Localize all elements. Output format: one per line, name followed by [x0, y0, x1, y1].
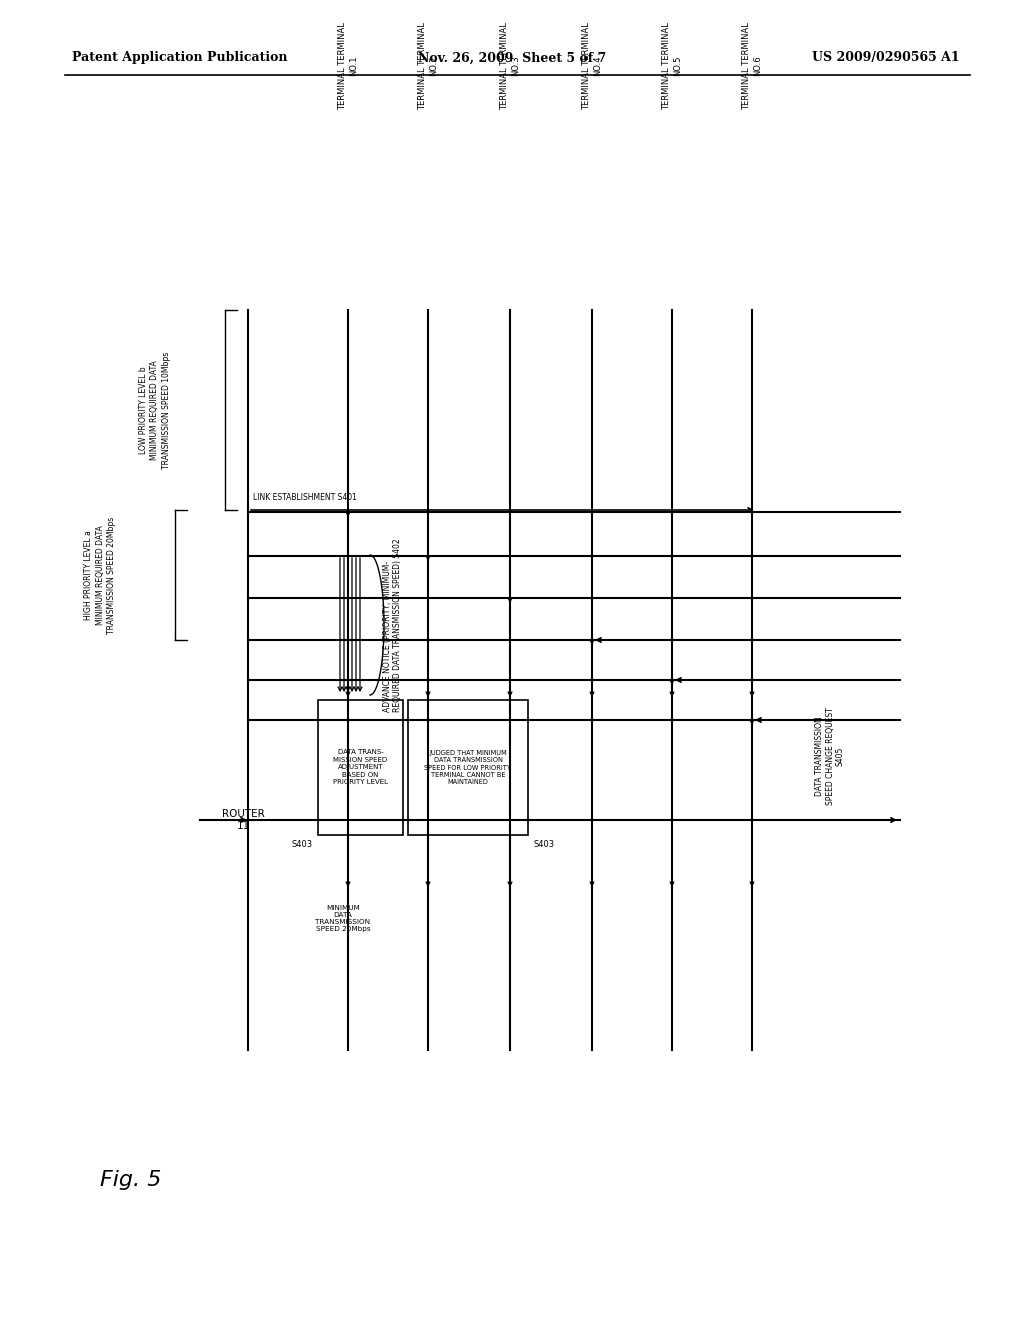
Text: Nov. 26, 2009  Sheet 5 of 7: Nov. 26, 2009 Sheet 5 of 7 — [418, 51, 606, 65]
Text: S403: S403 — [292, 840, 313, 849]
Text: LINK ESTABLISHMENT S401: LINK ESTABLISHMENT S401 — [253, 492, 357, 502]
Text: Fig. 5: Fig. 5 — [100, 1170, 162, 1191]
Bar — [318, 700, 403, 836]
Text: TERMINAL TERMINAL
NO.4: TERMINAL TERMINAL NO.4 — [582, 22, 602, 110]
Text: MINIMUM
DATA
TRANSMISSION
SPEED 20Mbps: MINIMUM DATA TRANSMISSION SPEED 20Mbps — [315, 906, 371, 932]
Text: TERMINAL TERMINAL
NO.5: TERMINAL TERMINAL NO.5 — [662, 22, 682, 110]
Text: TERMINAL TERMINAL
NO.3: TERMINAL TERMINAL NO.3 — [500, 22, 520, 110]
Text: ROUTER
11: ROUTER 11 — [221, 809, 264, 830]
Text: S403: S403 — [534, 840, 554, 849]
Text: JUDGED THAT MINIMUM
DATA TRANSMISSION
SPEED FOR LOW PRIORITY
TERMINAL CANNOT BE
: JUDGED THAT MINIMUM DATA TRANSMISSION SP… — [425, 750, 512, 785]
Bar — [408, 700, 528, 836]
Text: US 2009/0290565 A1: US 2009/0290565 A1 — [812, 51, 961, 65]
Text: HIGH PRIORITY LEVEL a
MINIMUM REQUIRED DATA
TRANSMISSION SPEED 20Mbps: HIGH PRIORITY LEVEL a MINIMUM REQUIRED D… — [84, 516, 116, 634]
Text: TERMINAL TERMINAL
NO.2: TERMINAL TERMINAL NO.2 — [418, 22, 438, 110]
Text: Patent Application Publication: Patent Application Publication — [72, 51, 288, 65]
Text: ADVANCE NOTICE (PRIORITY, MINIMUM-
REQUIRED DATA TRANSMISSION SPEED) S402: ADVANCE NOTICE (PRIORITY, MINIMUM- REQUI… — [383, 539, 402, 711]
Text: DATA TRANS-
MISSION SPEED
ADJUSTMENT
BASED ON
PRIORITY LEVEL: DATA TRANS- MISSION SPEED ADJUSTMENT BAS… — [333, 750, 388, 785]
Text: LOW PRIORITY LEVEL b
MINIMUM REQUIRED DATA
TRANSMISSION SPEED 10Mbps: LOW PRIORITY LEVEL b MINIMUM REQUIRED DA… — [139, 351, 171, 469]
Text: TERMINAL TERMINAL
NO.1: TERMINAL TERMINAL NO.1 — [338, 22, 358, 110]
Text: TERMINAL TERMINAL
NO.6: TERMINAL TERMINAL NO.6 — [742, 22, 762, 110]
Text: DATA TRANSMISSION
SPEED CHANGE REQUEST
S405: DATA TRANSMISSION SPEED CHANGE REQUEST S… — [815, 708, 845, 805]
